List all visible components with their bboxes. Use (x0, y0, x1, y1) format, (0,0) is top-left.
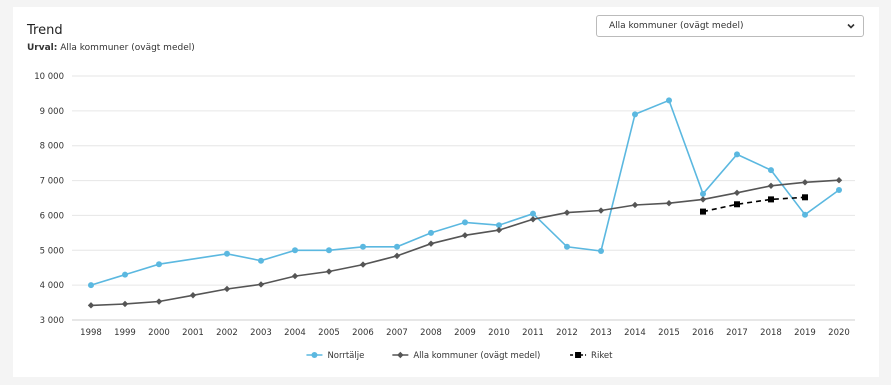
page-title: Trend (27, 23, 63, 38)
x-tick-label: 2018 (760, 328, 782, 338)
y-tick-label: 6 000 (40, 211, 64, 221)
x-tick-label: 1999 (114, 328, 136, 338)
data-point (495, 226, 503, 234)
data-point (563, 209, 571, 216)
x-tick-label: 2017 (726, 328, 748, 338)
chevron-down-icon (847, 23, 855, 29)
x-tick-label: 2016 (692, 328, 714, 338)
data-point (394, 243, 400, 250)
data-point (597, 207, 605, 214)
x-tick-label: 2015 (658, 328, 680, 338)
municipality-select[interactable]: Alla kommuner (ovägt medel) (596, 15, 864, 37)
data-point (802, 211, 808, 218)
x-tick-label: 2010 (488, 328, 510, 338)
x-tick-label: 2006 (352, 328, 374, 338)
data-point (155, 298, 163, 305)
x-tick-label: 2011 (522, 328, 544, 338)
data-point (189, 292, 197, 299)
data-point (564, 243, 570, 250)
data-point (360, 243, 366, 250)
data-point (836, 186, 842, 193)
data-point (801, 179, 809, 186)
data-point (734, 201, 740, 208)
x-tick-label: 2020 (828, 328, 850, 338)
x-tick-label: 2014 (624, 328, 646, 338)
series-line (702, 196, 806, 213)
y-tick-label: 4 000 (40, 281, 64, 291)
legend-label: Norrtälje (327, 351, 364, 361)
data-point (734, 151, 740, 158)
data-point (258, 257, 264, 264)
series-line (90, 99, 840, 286)
data-point (767, 182, 775, 189)
data-point (121, 300, 129, 308)
selection-value: Alla kommuner (ovägt medel) (60, 43, 195, 53)
data-point (802, 194, 808, 201)
x-tick-label: 2002 (216, 328, 238, 338)
data-point (291, 272, 299, 280)
x-tick-label: 2008 (420, 328, 442, 338)
data-point (529, 216, 537, 223)
x-tick-label: 2005 (318, 328, 340, 338)
data-point (359, 261, 367, 268)
x-tick-label: 2012 (556, 328, 578, 338)
legend-marker (311, 352, 318, 358)
y-tick-label: 5 000 (40, 246, 64, 256)
data-point (666, 97, 672, 104)
data-point (632, 111, 638, 118)
x-tick-label: 2004 (284, 328, 306, 338)
data-point (88, 282, 94, 289)
data-point (768, 167, 774, 174)
x-tick-label: 2003 (250, 328, 272, 338)
data-point (428, 229, 434, 236)
x-tick-label: 2019 (794, 328, 816, 338)
x-tick-label: 2009 (454, 328, 476, 338)
data-point (699, 196, 707, 203)
data-point (700, 208, 706, 215)
x-tick-label: 2001 (182, 328, 204, 338)
data-point (87, 302, 95, 309)
data-point (223, 285, 231, 293)
x-tick-label: 2000 (148, 328, 170, 338)
data-point (835, 177, 843, 184)
y-tick-label: 10 000 (34, 72, 64, 82)
x-tick-label: 2007 (386, 328, 408, 338)
selection-label: Urval: (27, 43, 58, 53)
data-point (393, 252, 401, 260)
select-value: Alla kommuner (ovägt medel) (609, 21, 744, 31)
series-line (90, 179, 840, 307)
data-point (733, 189, 741, 196)
y-tick-label: 3 000 (40, 316, 64, 326)
data-point (496, 222, 502, 229)
data-point (122, 271, 128, 278)
data-point (427, 240, 435, 247)
data-point (156, 261, 162, 268)
x-tick-label: 2013 (590, 328, 612, 338)
data-point (530, 210, 536, 217)
data-point (598, 247, 604, 254)
data-point (326, 247, 332, 254)
legend-marker (575, 352, 582, 358)
y-tick-label: 8 000 (40, 142, 64, 152)
legend-label: Alla kommuner (ovägt medel) (413, 351, 540, 361)
legend-marker (397, 351, 404, 359)
y-tick-label: 9 000 (40, 107, 64, 117)
data-point (665, 200, 673, 207)
data-point (257, 281, 265, 288)
legend-label: Riket (591, 351, 613, 361)
data-point (292, 247, 298, 254)
data-point (631, 201, 639, 209)
data-point (768, 196, 774, 203)
data-point (461, 232, 469, 239)
y-tick-label: 7 000 (40, 177, 64, 187)
data-point (462, 219, 468, 226)
data-point (325, 268, 333, 275)
data-point (700, 190, 706, 197)
x-tick-label: 1998 (80, 328, 102, 338)
selection-subtitle: Urval: Alla kommuner (ovägt medel) (27, 43, 195, 53)
data-point (224, 250, 230, 257)
